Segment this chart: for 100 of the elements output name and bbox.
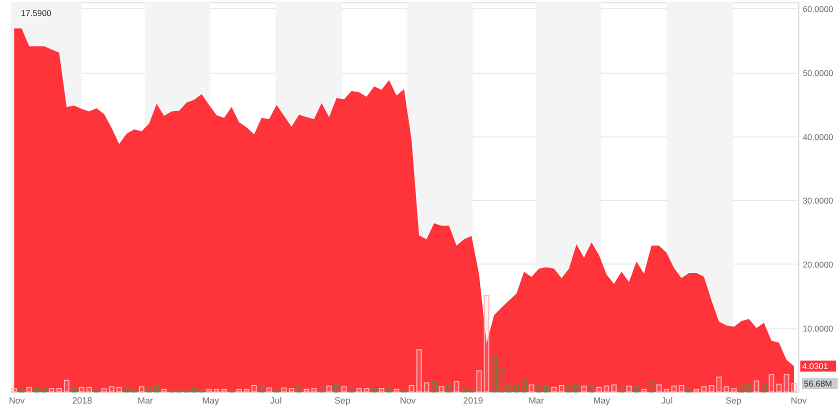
bar bbox=[784, 374, 790, 392]
bar bbox=[266, 388, 272, 392]
bar bbox=[378, 388, 384, 392]
bar bbox=[386, 388, 392, 392]
x-tick-label: Nov bbox=[790, 395, 808, 406]
bar bbox=[244, 388, 250, 392]
bar bbox=[738, 383, 744, 392]
bar bbox=[708, 384, 714, 392]
bar bbox=[41, 386, 47, 392]
bar bbox=[71, 388, 77, 392]
bar bbox=[664, 388, 670, 392]
bar bbox=[604, 386, 610, 392]
bar bbox=[281, 388, 287, 392]
bar bbox=[124, 386, 130, 392]
bar bbox=[731, 388, 737, 392]
bar bbox=[304, 388, 310, 392]
bar bbox=[408, 384, 414, 392]
bar bbox=[356, 388, 362, 392]
bar bbox=[318, 386, 324, 392]
bar bbox=[581, 386, 587, 392]
bar bbox=[424, 382, 430, 392]
bar bbox=[438, 386, 444, 392]
bar bbox=[536, 386, 542, 392]
bar bbox=[364, 388, 370, 392]
bar bbox=[394, 388, 400, 392]
bar bbox=[78, 386, 84, 392]
bar bbox=[544, 386, 550, 392]
bar bbox=[566, 386, 572, 392]
bar bbox=[521, 379, 527, 392]
bar bbox=[634, 384, 640, 392]
bar bbox=[454, 381, 460, 392]
bar bbox=[694, 388, 700, 392]
bar bbox=[574, 384, 580, 392]
bar bbox=[191, 388, 197, 392]
bar bbox=[258, 386, 264, 392]
bar bbox=[641, 388, 647, 392]
bar bbox=[48, 388, 54, 392]
bar bbox=[56, 388, 62, 392]
bar bbox=[26, 386, 32, 392]
x-tick-label: May bbox=[202, 395, 220, 406]
bar bbox=[138, 386, 144, 392]
bar bbox=[768, 374, 774, 392]
bar bbox=[251, 384, 257, 392]
bar bbox=[64, 380, 70, 392]
bar bbox=[176, 388, 182, 392]
bar bbox=[228, 388, 234, 392]
x-tick-label: Sep bbox=[725, 395, 742, 406]
bar bbox=[484, 294, 490, 392]
bar bbox=[514, 386, 520, 392]
bar bbox=[116, 386, 122, 392]
annotation: 17.5900 bbox=[20, 8, 52, 18]
bar bbox=[86, 386, 92, 392]
bar bbox=[131, 388, 137, 392]
bar bbox=[161, 388, 167, 392]
bar bbox=[498, 368, 504, 392]
bar bbox=[154, 386, 160, 392]
bar bbox=[506, 386, 512, 392]
bar bbox=[311, 388, 317, 392]
bar bbox=[618, 386, 624, 392]
bar bbox=[146, 388, 152, 392]
bar bbox=[671, 386, 677, 392]
bar bbox=[686, 386, 692, 392]
bar bbox=[94, 388, 100, 392]
bar bbox=[461, 386, 467, 392]
bar bbox=[348, 386, 354, 392]
bar bbox=[101, 388, 107, 392]
bar bbox=[528, 384, 534, 392]
y-tick-label: 60.0000 bbox=[802, 4, 834, 14]
bar bbox=[558, 384, 564, 392]
bar bbox=[701, 386, 707, 392]
x-tick-label: Mar bbox=[138, 395, 154, 406]
x-tick-label: May bbox=[593, 395, 611, 406]
bar bbox=[761, 383, 767, 392]
bar bbox=[446, 386, 452, 392]
bar bbox=[724, 386, 730, 392]
y-tick-label: 50.0000 bbox=[802, 68, 834, 78]
y-tick-label: 10.0000 bbox=[802, 323, 834, 334]
bar bbox=[221, 388, 227, 392]
annotation: 56.68M bbox=[804, 378, 832, 389]
bar bbox=[746, 384, 752, 392]
x-tick-label: Nov bbox=[8, 395, 26, 406]
bar bbox=[236, 388, 242, 392]
bar bbox=[206, 388, 212, 392]
bar bbox=[776, 384, 782, 392]
bar bbox=[401, 388, 407, 392]
bar bbox=[18, 388, 24, 392]
bar bbox=[326, 386, 332, 392]
x-tick-label: Jul bbox=[270, 395, 282, 406]
data-label: 4.0301 bbox=[802, 361, 828, 372]
bar bbox=[468, 386, 474, 392]
bar bbox=[274, 388, 280, 392]
x-tick-label: Sep bbox=[334, 395, 350, 406]
bar bbox=[296, 386, 302, 392]
bar bbox=[34, 388, 40, 392]
bar bbox=[108, 386, 114, 392]
x-tick-label: 2018 bbox=[72, 395, 92, 406]
x-tick-label: Mar bbox=[528, 395, 544, 406]
bar bbox=[588, 384, 594, 392]
bar bbox=[198, 388, 204, 392]
bar bbox=[648, 382, 654, 392]
